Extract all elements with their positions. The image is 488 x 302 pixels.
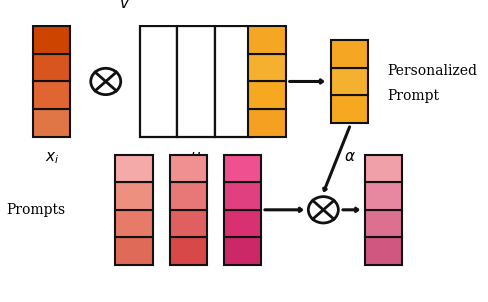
Bar [365, 182, 402, 210]
Bar [215, 0, 252, 18]
Bar [33, 82, 70, 109]
Bar [169, 210, 207, 237]
Bar [248, 109, 286, 137]
Bar [331, 95, 368, 123]
Bar [365, 155, 402, 182]
Text: Personalized: Personalized [387, 64, 477, 78]
Bar [224, 155, 261, 182]
Bar [224, 237, 261, 265]
Text: $\alpha$: $\alpha$ [344, 150, 356, 164]
Text: $v$: $v$ [119, 0, 130, 11]
Bar [140, 26, 177, 137]
Bar [248, 82, 286, 109]
Bar [33, 54, 70, 82]
Bar [177, 0, 215, 18]
Bar [33, 26, 70, 54]
Bar [116, 182, 153, 210]
Text: Prompts: Prompts [7, 203, 66, 217]
Bar [116, 210, 153, 237]
Text: $u$: $u$ [190, 150, 201, 164]
Bar [169, 155, 207, 182]
Text: Prompt: Prompt [387, 89, 439, 103]
Bar [365, 210, 402, 237]
Text: $x_i$: $x_i$ [44, 150, 59, 165]
Bar [177, 26, 215, 137]
Bar [365, 237, 402, 265]
Bar [224, 182, 261, 210]
Bar [169, 182, 207, 210]
Bar [33, 109, 70, 137]
Bar [116, 155, 153, 182]
Bar [116, 237, 153, 265]
Bar [224, 210, 261, 237]
Bar [140, 0, 177, 18]
Bar [169, 237, 207, 265]
Bar [331, 40, 368, 68]
Bar [248, 26, 286, 54]
Bar [248, 54, 286, 82]
Bar [215, 26, 252, 137]
Bar [331, 68, 368, 95]
